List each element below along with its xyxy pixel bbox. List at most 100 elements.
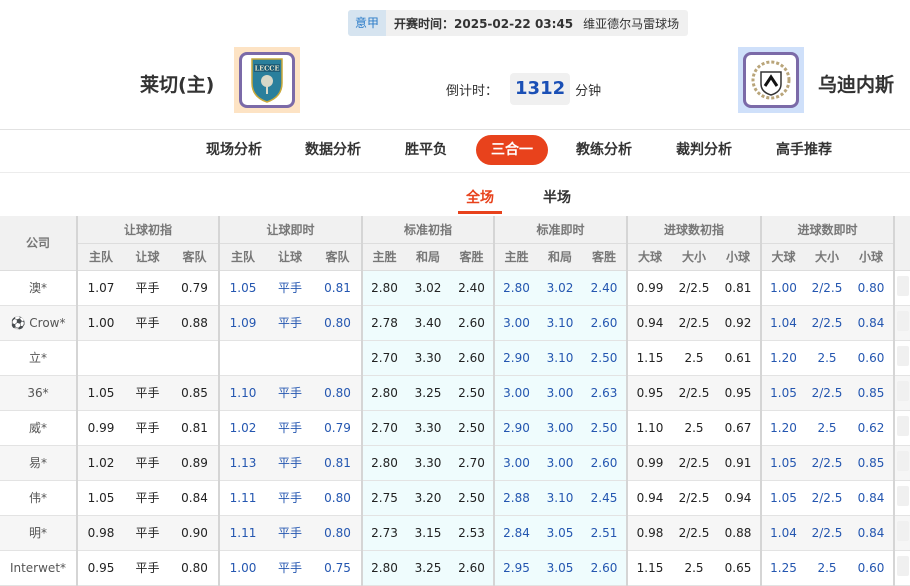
odds-cell [266, 340, 314, 376]
odds-cell: 0.81 [314, 445, 362, 481]
nav-three-in-one[interactable]: 三合一 [476, 135, 548, 165]
league-tag[interactable]: 意甲 [348, 10, 387, 36]
row-action[interactable] [893, 480, 910, 516]
table-row[interactable]: 易* 1.02 平手 0.89 1.13 平手 0.81 2.80 3.30 2.70 3.00 3.… [0, 445, 910, 481]
countdown-unit: 分钟 [575, 83, 602, 99]
company-name: 明* [28, 526, 47, 540]
row-action[interactable] [893, 305, 910, 341]
sub-header: 客队 [171, 243, 219, 271]
row-action[interactable] [893, 550, 910, 586]
company-cell[interactable]: 威* [0, 410, 77, 446]
odds-cell: 2/2.5 [672, 515, 716, 551]
odds-cell: 1.05 [218, 270, 266, 306]
nav-data-analysis[interactable]: 数据分析 [305, 142, 361, 158]
group-header: 进球数初指 [626, 216, 761, 244]
odds-cell: 平手 [266, 480, 314, 516]
row-action[interactable] [893, 445, 910, 481]
company-cell[interactable]: 立* [0, 340, 77, 376]
odds-cell: 平手 [266, 515, 314, 551]
odds-cell: 2.50 [450, 480, 494, 516]
odds-cell: 1.13 [218, 445, 266, 481]
sub-header: 和局 [406, 243, 450, 271]
odds-cell: 平手 [124, 270, 171, 306]
company-cell[interactable]: 伟* [0, 480, 77, 516]
row-action-button[interactable] [896, 381, 909, 401]
lecce-crest-icon: LECCE [251, 58, 283, 103]
odds-cell: 3.00 [493, 445, 538, 481]
odds-cell: 0.80 [314, 375, 362, 411]
odds-cell: 2.50 [450, 375, 494, 411]
table-row[interactable]: 立* 2.70 3.30 2.60 2.90 3.10 2.50 1.15 2.5 0.61 1.2… [0, 340, 910, 376]
odds-cell: 0.84 [849, 515, 894, 551]
odds-cell: 1.02 [218, 410, 266, 446]
sub-header: 客胜 [450, 243, 494, 271]
countdown-label: 倒计时： [446, 83, 499, 99]
company-cell[interactable]: ⚽ Crow* [0, 305, 77, 341]
company-cell[interactable]: 36* [0, 375, 77, 411]
row-action-button[interactable] [896, 311, 909, 331]
row-action[interactable] [893, 270, 910, 306]
home-team-logo[interactable]: LECCE [234, 47, 300, 113]
table-row[interactable]: 36* 1.05 平手 0.85 1.10 平手 0.80 2.80 3.25 2.50 3.00 3… [0, 375, 910, 411]
table-row[interactable]: ⚽ Crow* 1.00 平手 0.88 1.09 平手 0.80 2.78 3.40 2.60 3… [0, 305, 910, 341]
nav-win-draw-lose[interactable]: 胜平负 [405, 142, 447, 158]
odds-cell: 平手 [266, 445, 314, 481]
odds-cell: 3.30 [406, 445, 450, 481]
table-row[interactable]: 伟* 1.05 平手 0.84 1.11 平手 0.80 2.75 3.20 2.50 2.88 3.… [0, 480, 910, 516]
odds-cell: 平手 [124, 480, 171, 516]
company-name: 立* [28, 351, 47, 365]
group-header: 让球初指 [76, 216, 219, 244]
odds-cell: 0.75 [314, 550, 362, 586]
odds-cell: 0.79 [314, 410, 362, 446]
away-team-name[interactable]: 乌迪内斯 [818, 74, 895, 96]
company-cell[interactable]: 明* [0, 515, 77, 551]
odds-cell: 2/2.5 [805, 270, 849, 306]
odds-cell [124, 340, 171, 376]
nav-expert-picks[interactable]: 高手推荐 [776, 142, 832, 158]
odds-cell: 2.5 [805, 410, 849, 446]
odds-cell: 平手 [124, 445, 171, 481]
row-action[interactable] [893, 340, 910, 376]
nav-coach-analysis[interactable]: 教练分析 [576, 142, 632, 158]
row-action[interactable] [893, 410, 910, 446]
odds-cell: 0.84 [171, 480, 219, 516]
tab-half-time[interactable]: 半场 [543, 190, 571, 206]
odds-cell: 2.50 [582, 340, 627, 376]
odds-cell: 1.15 [626, 550, 672, 586]
table-row[interactable]: 澳* 1.07 平手 0.79 1.05 平手 0.81 2.80 3.02 2.40 2.80 3.… [0, 270, 910, 306]
away-team-logo[interactable] [738, 47, 804, 113]
odds-cell: 2.60 [450, 340, 494, 376]
group-header: 标准初指 [361, 216, 494, 244]
row-action-button[interactable] [896, 451, 909, 471]
sub-header: 大小 [672, 243, 716, 271]
row-action-button[interactable] [896, 346, 909, 366]
table-row[interactable]: Interwet* 0.95 平手 0.80 1.00 平手 0.75 2.80 3.25 2.6… [0, 550, 910, 586]
row-action-button[interactable] [896, 416, 909, 436]
group-header: 标准即时 [493, 216, 627, 244]
company-cell[interactable]: 易* [0, 445, 77, 481]
home-team-name[interactable]: 莱切(主) [140, 74, 215, 96]
odds-cell: 2.45 [582, 480, 627, 516]
row-action[interactable] [893, 375, 910, 411]
row-action[interactable] [893, 515, 910, 551]
sub-header: 和局 [538, 243, 582, 271]
odds-cell: 0.85 [849, 375, 894, 411]
odds-cell: 2.5 [672, 410, 716, 446]
table-row[interactable]: 威* 0.99 平手 0.81 1.02 平手 0.79 2.70 3.30 2.50 2.90 3.… [0, 410, 910, 446]
company-cell[interactable]: 澳* [0, 270, 77, 306]
nav-referee-analysis[interactable]: 裁判分析 [676, 142, 732, 158]
row-action-button[interactable] [896, 486, 909, 506]
row-action-button[interactable] [896, 521, 909, 541]
odds-cell: 2/2.5 [672, 445, 716, 481]
company-cell[interactable]: Interwet* [0, 550, 77, 586]
tab-full-time[interactable]: 全场 [466, 190, 494, 206]
odds-cell: 2.5 [672, 340, 716, 376]
odds-cell [76, 340, 124, 376]
row-action-button[interactable] [896, 276, 909, 296]
odds-cell: 2.60 [582, 445, 627, 481]
nav-live-analysis[interactable]: 现场分析 [206, 142, 262, 158]
odds-cell: 3.05 [538, 515, 582, 551]
table-row[interactable]: 明* 0.98 平手 0.90 1.11 平手 0.80 2.73 3.15 2.53 2.84 3.… [0, 515, 910, 551]
row-action-button[interactable] [896, 556, 909, 576]
divider [0, 172, 910, 173]
